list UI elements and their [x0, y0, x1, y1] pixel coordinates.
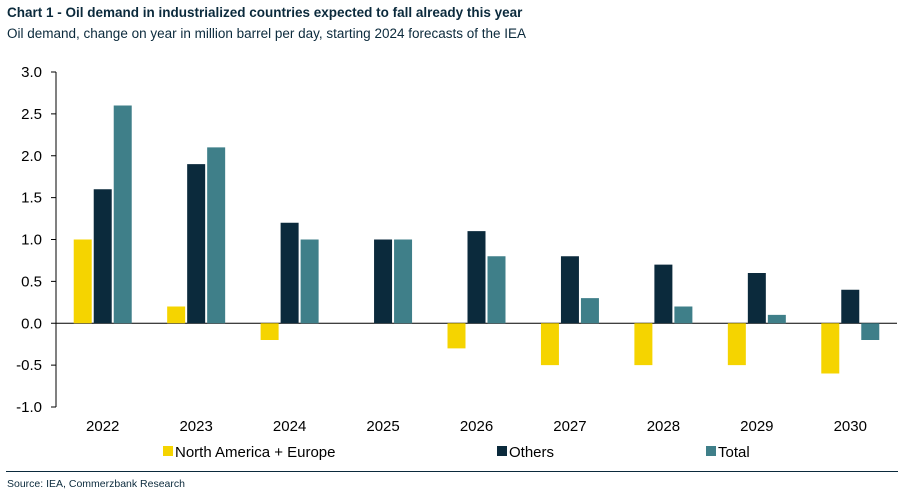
bar-total-2027	[580, 298, 599, 324]
bar-north-america-europe-2026	[447, 323, 466, 349]
x-tick-label: 2023	[179, 418, 212, 435]
bar-total-2024	[300, 239, 319, 324]
y-tick-label: 0.5	[21, 273, 42, 290]
legend-swatch-total	[706, 446, 716, 456]
bar-north-america-europe-2023	[167, 306, 186, 324]
bar-total-2028	[674, 306, 693, 324]
y-tick-label: 2.0	[21, 148, 42, 165]
bar-north-america-europe-2022	[73, 239, 92, 324]
legend-label-total: Total	[718, 444, 750, 461]
x-tick-label: 2022	[86, 418, 119, 435]
bar-others-2027	[560, 256, 579, 324]
bar-others-2025	[374, 239, 393, 324]
bar-north-america-europe-2028	[634, 323, 653, 366]
y-tick-label: 3.0	[21, 64, 42, 81]
x-tick-label: 2025	[366, 418, 399, 435]
y-tick-label: -1.0	[16, 399, 42, 416]
bar-total-2025	[394, 239, 413, 324]
chart-subtitle: Oil demand, change on year in million ba…	[7, 26, 527, 41]
chart-title: Chart 1 - Oil demand in industrialized c…	[7, 5, 523, 20]
y-tick-label: 1.0	[21, 232, 42, 249]
bar-chart: 3.0 2.5 2.0 1.5 1.0 0.5 0.0 -0.5 -1.0 2022 2023 202…	[16, 64, 897, 461]
y-tick-label: 2.5	[21, 106, 42, 123]
legend-label-others: Others	[509, 444, 554, 461]
bar-north-america-europe-2030	[821, 323, 840, 374]
legend-swatch-others	[497, 446, 507, 456]
y-tick-label: 1.5	[21, 190, 42, 207]
bar-north-america-europe-2024	[260, 323, 279, 340]
bar-others-2024	[280, 222, 299, 324]
bar-others-2029	[747, 273, 766, 324]
x-tick-label: 2028	[647, 418, 680, 435]
source-note: Source: IEA, Commerzbank Research	[7, 478, 185, 490]
bar-others-2023	[187, 164, 206, 324]
footer-divider	[6, 471, 898, 472]
x-tick-label: 2026	[460, 418, 493, 435]
x-tick-label: 2024	[273, 418, 306, 435]
y-tick-label: 0.0	[21, 315, 42, 332]
x-tick-label: 2030	[834, 418, 867, 435]
legend-swatch-north-america-europe	[163, 446, 173, 456]
bar-others-2022	[93, 189, 112, 324]
bar-others-2026	[467, 231, 486, 324]
bar-north-america-europe-2027	[540, 323, 559, 366]
bar-total-2030	[861, 323, 880, 340]
x-tick-label: 2027	[553, 418, 586, 435]
bar-total-2026	[487, 256, 506, 324]
bar-total-2029	[767, 314, 786, 324]
legend-label-north-america-europe: North America + Europe	[175, 444, 336, 461]
x-tick-label: 2029	[740, 418, 773, 435]
bar-total-2023	[207, 147, 226, 324]
bar-others-2030	[841, 289, 860, 324]
bar-others-2028	[654, 264, 673, 324]
bar-north-america-europe-2029	[727, 323, 746, 366]
y-tick-label: -0.5	[16, 357, 42, 374]
bar-total-2022	[113, 105, 132, 324]
